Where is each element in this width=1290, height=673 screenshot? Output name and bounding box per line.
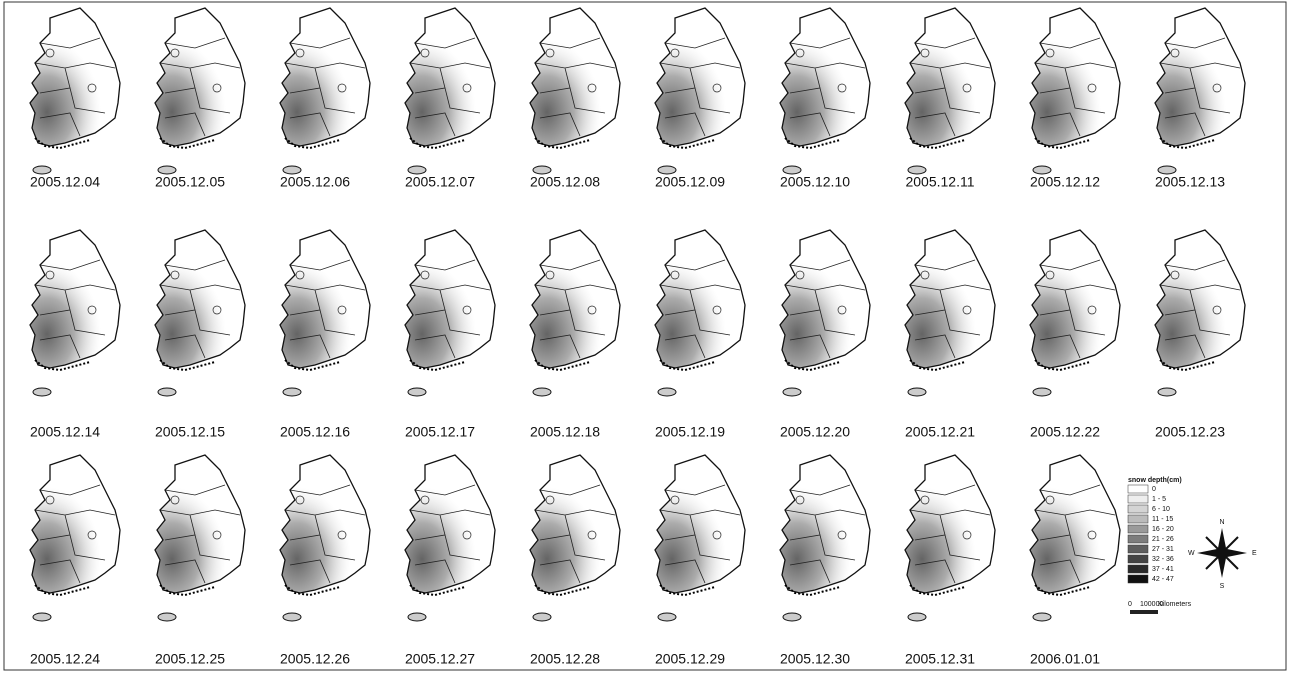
legend-label: 11 - 15: [1152, 516, 1173, 523]
map-date: 2005.12.06: [280, 174, 350, 190]
map-panel: [520, 455, 630, 621]
map-date: 2005.12.05: [155, 174, 225, 190]
map-date: 2005.12.22: [1030, 424, 1100, 440]
legend-swatch: [1128, 495, 1148, 503]
legend-label: 32 - 36: [1152, 556, 1174, 563]
legend-title: snow depth(cm): [1128, 477, 1182, 484]
figure: snow depth(cm) Kilometers 0 100000 N S E…: [0, 0, 1290, 673]
legend-swatch: [1128, 515, 1148, 523]
map-date: 2005.12.19: [655, 424, 725, 440]
map-panel: [145, 8, 255, 174]
map-date: 2005.12.21: [905, 424, 975, 440]
map-date: 2005.12.15: [155, 424, 225, 440]
map-date: 2005.12.27: [405, 651, 475, 667]
legend-label: 1 - 5: [1152, 496, 1166, 503]
map-date: 2005.12.31: [905, 651, 975, 667]
legend-swatch: [1128, 565, 1148, 573]
scale-end: 100000: [1140, 601, 1163, 608]
map-panel: [395, 8, 505, 174]
map-date: 2005.12.28: [530, 651, 600, 667]
map-panel: [645, 230, 755, 396]
map-panel: [520, 8, 630, 174]
map-panel: [1145, 230, 1255, 396]
map-date: 2005.12.04: [30, 174, 100, 190]
scale-bar: [1130, 610, 1158, 614]
map-panel: [1020, 230, 1130, 396]
map-panel: [770, 455, 880, 621]
legend-label: 42 - 47: [1152, 576, 1174, 583]
map-date: 2005.12.09: [655, 174, 725, 190]
map-date: 2005.12.07: [405, 174, 475, 190]
map-panel: [20, 8, 130, 174]
map-date: 2005.12.23: [1155, 424, 1225, 440]
map-panel: [270, 230, 380, 396]
compass-e: E: [1252, 550, 1257, 557]
map-date: 2005.12.25: [155, 651, 225, 667]
legend-label: 37 - 41: [1152, 566, 1174, 573]
map-date: 2005.12.17: [405, 424, 475, 440]
compass-rose: N S E W: [1188, 519, 1257, 590]
legend-swatch: [1128, 525, 1148, 533]
map-date: 2005.12.11: [905, 174, 974, 190]
legend: snow depth(cm) Kilometers 0 100000 N S E…: [1128, 477, 1257, 614]
map-date: 2005.12.24: [30, 651, 100, 667]
map-date: 2005.12.18: [530, 424, 600, 440]
map-panel: [645, 8, 755, 174]
map-panel: [895, 455, 1005, 621]
legend-label: 6 - 10: [1152, 506, 1170, 513]
map-panel: [770, 8, 880, 174]
map-panel: [145, 230, 255, 396]
legend-swatch: [1128, 545, 1148, 553]
map-panel: [520, 230, 630, 396]
compass-s: S: [1220, 583, 1225, 590]
map-date: 2005.12.14: [30, 424, 100, 440]
map-date: 2005.12.10: [780, 174, 850, 190]
map-panel: [20, 230, 130, 396]
map-date: 2005.12.20: [780, 424, 850, 440]
map-panel: [270, 455, 380, 621]
map-date: 2006.01.01: [1030, 651, 1100, 667]
map-panel: [1020, 8, 1130, 174]
scale-start: 0: [1128, 601, 1132, 608]
map-panel: [770, 230, 880, 396]
legend-label: 21 - 26: [1152, 536, 1174, 543]
map-panel: [395, 455, 505, 621]
legend-label: 0: [1152, 486, 1156, 493]
map-date: 2005.12.12: [1030, 174, 1100, 190]
map-date: 2005.12.13: [1155, 174, 1225, 190]
map-date: 2005.12.16: [280, 424, 350, 440]
map-panel: [395, 230, 505, 396]
legend-swatch: [1128, 485, 1148, 493]
map-panel: [145, 455, 255, 621]
map-panel: [1020, 455, 1130, 621]
legend-label: 16 - 20: [1152, 526, 1174, 533]
compass-w: W: [1188, 550, 1195, 557]
map-panel: [895, 230, 1005, 396]
map-date: 2005.12.26: [280, 651, 350, 667]
map-panel: [270, 8, 380, 174]
legend-swatch: [1128, 505, 1148, 513]
legend-swatch: [1128, 535, 1148, 543]
legend-swatch: [1128, 575, 1148, 583]
map-panel: [20, 455, 130, 621]
map-panel: [1145, 8, 1255, 174]
map-date: 2005.12.30: [780, 651, 850, 667]
map-panel: [895, 8, 1005, 174]
legend-swatch: [1128, 555, 1148, 563]
map-panel: [645, 455, 755, 621]
map-date: 2005.12.08: [530, 174, 600, 190]
map-date: 2005.12.29: [655, 651, 725, 667]
compass-n: N: [1219, 519, 1224, 526]
legend-label: 27 - 31: [1152, 546, 1174, 553]
